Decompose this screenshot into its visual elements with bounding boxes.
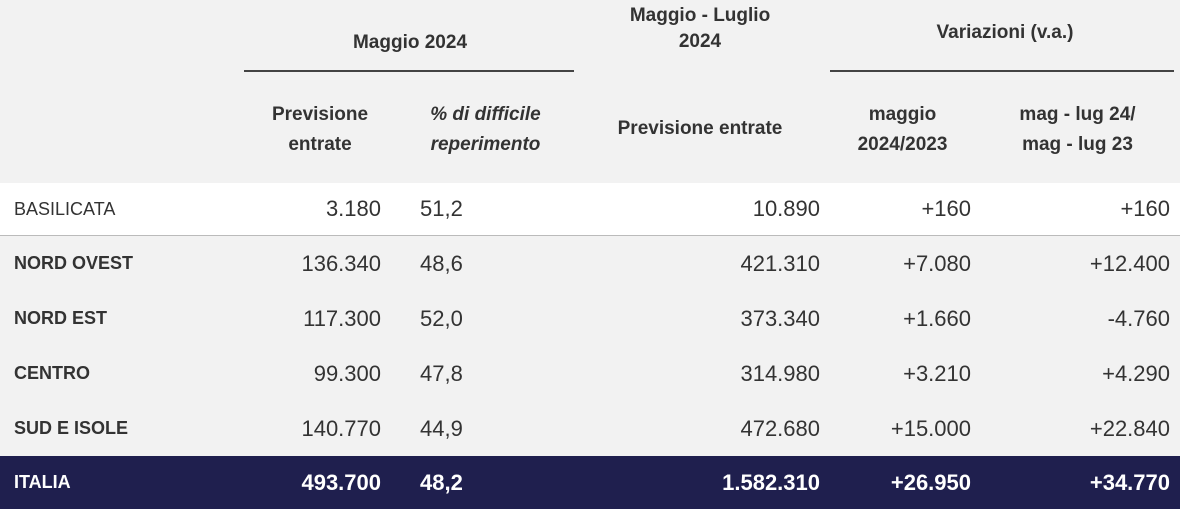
header-col-previsione-line1: Previsione — [271, 104, 369, 125]
cell-previsione: 99.300 — [313, 360, 381, 386]
header-group-maggio-luglio: Maggio - Luglio 2024 — [580, 3, 820, 55]
cell-previsione-trimestre: 373.340 — [740, 305, 820, 331]
cell-var-maggio: +1.660 — [903, 305, 971, 331]
cell-difficile: 48,6 — [420, 250, 463, 276]
cell-var-trimestre: +34.770 — [1089, 469, 1170, 495]
cell-var-maggio: +15.000 — [890, 415, 971, 441]
cell-previsione-trimestre: 314.980 — [740, 360, 820, 386]
row-name: SUD E ISOLE — [14, 418, 129, 438]
table-row-centro: CENTRO 99.300 47,8 314.980 +3.210 +4.290 — [0, 346, 1180, 401]
cell-previsione: 117.300 — [303, 305, 381, 331]
row-name: CENTRO — [14, 363, 90, 383]
header-group-variazioni: Variazioni (v.a.) — [936, 22, 1074, 43]
cell-previsione-trimestre: 472.680 — [740, 415, 820, 441]
cell-var-trimestre: +22.840 — [1089, 415, 1170, 441]
table-row-basilicata: BASILICATA 3.180 51,2 10.890 +160 +160 — [0, 183, 1180, 235]
row-divider — [0, 235, 1180, 236]
cell-var-trimestre: +4.290 — [1102, 360, 1170, 386]
header-col-difficile-reperimento: % di difficile reperimento — [408, 100, 563, 160]
table-row-italia-total: ITALIA 493.700 48,2 1.582.310 +26.950 +3… — [0, 456, 1180, 509]
cell-previsione: 140.770 — [301, 415, 381, 441]
header-rule-variazioni — [830, 70, 1174, 72]
header-col-previsione-entrate-trimestre: Previsione entrate — [617, 118, 783, 139]
cell-var-maggio: +3.210 — [903, 360, 971, 386]
header-rule-maggio — [244, 70, 574, 72]
cell-previsione: 493.700 — [301, 469, 381, 495]
header-group-maggio-luglio-line1: Maggio - Luglio — [629, 5, 771, 26]
header-col-mag-lug-line2: mag - lug 23 — [1022, 134, 1133, 155]
cell-var-trimestre: +12.400 — [1089, 250, 1170, 276]
table-row-nord-est: NORD EST 117.300 52,0 373.340 +1.660 -4.… — [0, 291, 1180, 346]
header-col-maggio-line1: maggio — [868, 104, 937, 125]
cell-difficile: 48,2 — [420, 469, 463, 495]
header-col-maggio-2024-2023: maggio 2024/2023 — [830, 100, 975, 160]
cell-var-trimestre: +160 — [1120, 196, 1170, 221]
cell-previsione: 3.180 — [325, 196, 381, 221]
row-name: NORD EST — [14, 308, 108, 328]
cell-var-trimestre: -4.760 — [1107, 305, 1170, 331]
header-col-mag-lug: mag - lug 24/ mag - lug 23 — [985, 100, 1170, 160]
cell-difficile: 51,2 — [420, 196, 463, 221]
cell-previsione-trimestre: 1.582.310 — [722, 469, 820, 495]
header-col-mag-lug-line1: mag - lug 24/ — [1019, 104, 1136, 125]
table-header: Maggio 2024 Maggio - Luglio 2024 Variazi… — [0, 0, 1180, 186]
header-col-difficile-line1: % di difficile — [430, 104, 541, 125]
cell-previsione-trimestre: 421.310 — [740, 250, 820, 276]
cell-difficile: 47,8 — [420, 360, 463, 386]
header-col-previsione-entrate: Previsione entrate — [240, 100, 400, 160]
header-col-previsione-line2: entrate — [288, 134, 352, 155]
header-col-difficile-line2: reperimento — [430, 134, 541, 155]
header-group-maggio-2024: Maggio 2024 — [352, 32, 468, 53]
cell-var-maggio: +26.950 — [890, 469, 971, 495]
table-row-sud-e-isole: SUD E ISOLE 140.770 44,9 472.680 +15.000… — [0, 401, 1180, 456]
row-name: BASILICATA — [14, 198, 116, 219]
cell-var-maggio: +7.080 — [903, 250, 971, 276]
header-col-maggio-line2: 2024/2023 — [857, 134, 948, 155]
cell-difficile: 52,0 — [420, 305, 463, 331]
cell-var-maggio: +160 — [921, 196, 971, 221]
table-row-nord-ovest: NORD OVEST 136.340 48,6 421.310 +7.080 +… — [0, 236, 1180, 291]
cell-previsione: 136.340 — [301, 250, 381, 276]
cell-difficile: 44,9 — [420, 415, 463, 441]
cell-previsione-trimestre: 10.890 — [752, 196, 820, 221]
header-group-maggio-luglio-line2: 2024 — [678, 31, 722, 52]
row-name: NORD OVEST — [14, 253, 134, 273]
row-name: ITALIA — [14, 472, 71, 492]
